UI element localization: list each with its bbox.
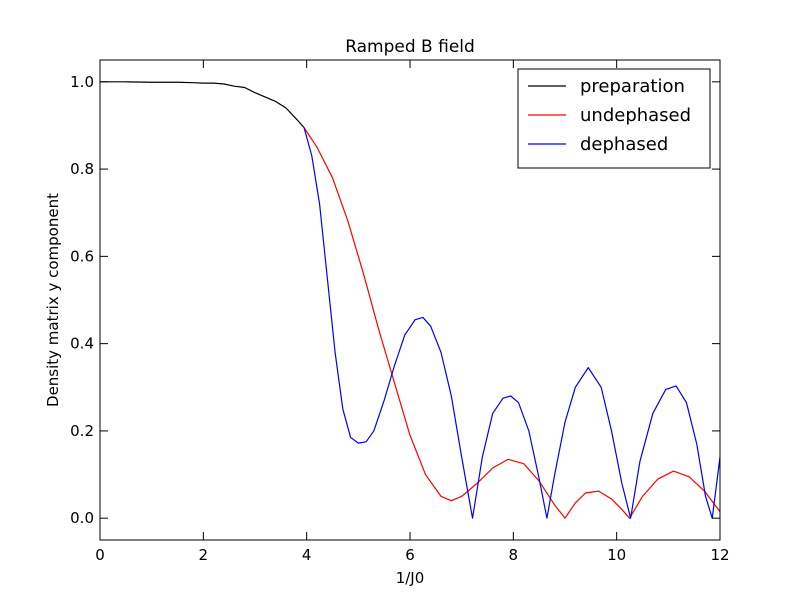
y-tick-label: 0.8 [70, 160, 94, 178]
x-tick-label: 0 [95, 546, 105, 564]
x-tick-label: 2 [199, 546, 209, 564]
y-tick-label: 1.0 [70, 73, 94, 91]
axes-layer: 0 2 4 6 8 10 12 0.0 0.2 0.4 0.6 0.8 1.0 [70, 59, 730, 564]
y-tick-label: 0.6 [70, 247, 94, 265]
y-tick-label: 0.2 [70, 422, 94, 440]
x-tick-label: 8 [509, 546, 519, 564]
legend-label-undephased: undephased [580, 105, 691, 126]
chart-title: Ramped B field [345, 37, 475, 57]
plot-data-layer [100, 81, 720, 519]
y-tick-label: 0.0 [70, 509, 94, 527]
x-tick-label: 4 [302, 546, 312, 564]
x-tick-label: 10 [607, 546, 626, 564]
y-tick-label: 0.4 [70, 335, 94, 353]
series-line-undephased [303, 127, 720, 519]
x-tick-label: 12 [710, 546, 729, 564]
legend-label-preparation: preparation [580, 76, 685, 97]
x-axis-label: 1/J0 [396, 569, 425, 587]
y-axis-label: Density matrix y component [44, 193, 62, 407]
series-line-preparation [100, 81, 305, 129]
series-line-dephased [303, 127, 720, 519]
legend-label-dephased: dephased [580, 134, 668, 155]
x-tick-label: 6 [405, 546, 415, 564]
legend: preparation undephased dephased [517, 68, 711, 169]
